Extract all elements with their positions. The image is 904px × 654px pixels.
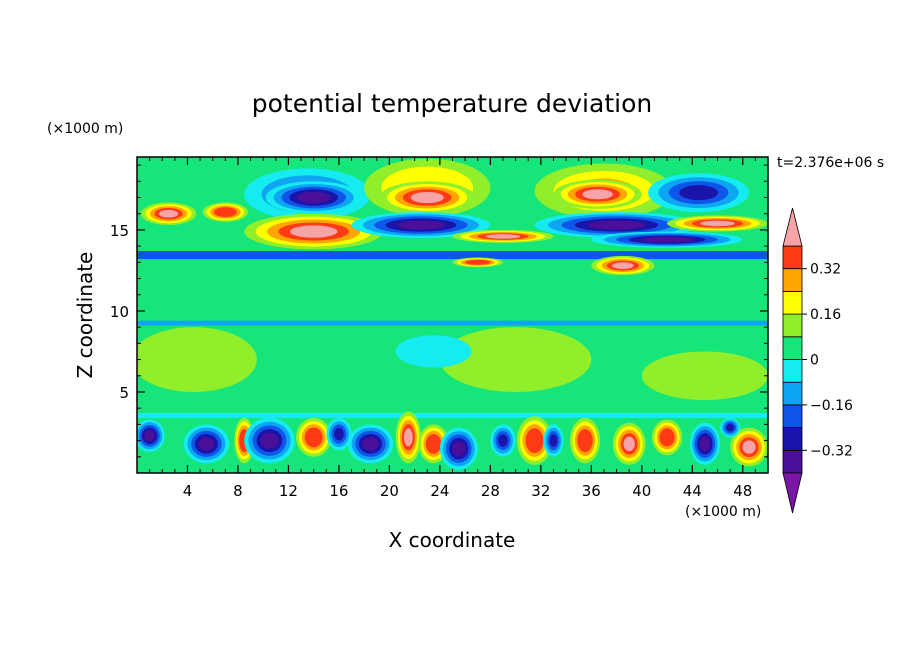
contour-blob [490,424,516,457]
colorbar-segment [782,268,803,292]
x-tick-label: 4 [183,482,193,500]
x-axis-label: X coordinate [389,528,516,552]
contour-blob [351,212,491,239]
contour-blob [265,181,362,214]
x-tick-label: 20 [380,482,399,500]
y-tick-label: 10 [110,303,129,321]
contour-blob [648,173,750,213]
colorbar-tick-label: 0.16 [810,307,841,323]
contour-blob [296,417,332,457]
x-tick-label: 36 [582,482,601,500]
chart-title: potential temperature deviation [252,89,652,118]
contour-blob [379,181,476,214]
colorbar-tick-label: −0.32 [810,443,853,459]
contour-blob [395,411,421,464]
contour-band [137,320,768,326]
x-axis-ticks: 4 8 12 16 20 24 28 32 36 40 44 48 [149,157,756,500]
contour-blob [326,417,352,451]
contour-band [137,260,768,269]
colorbar-segment [782,427,803,451]
x-tick-label: 12 [279,482,298,500]
colorbar-bottom-arrow [782,472,803,514]
x-unit-label: (×1000 m) [685,504,761,520]
x-tick-label: 40 [632,482,651,500]
contour-blob [452,257,503,268]
x-tick-label: 8 [233,482,243,500]
colorbar-tick-label: −0.16 [810,398,853,414]
contour-blobs [137,158,768,470]
contour-blob [641,351,768,401]
y-tick-label: 15 [110,222,129,240]
colorbar-segment [782,404,803,428]
contour-blob [591,255,655,276]
contour-blob [720,417,741,438]
contour-blob [534,212,699,239]
colorbar-segment [782,449,803,474]
contour-blob [667,215,768,232]
contour-blob [730,427,768,467]
contour-blob [347,424,394,464]
x-tick-label: 32 [531,482,550,500]
contour-blob [591,231,743,248]
contour-blob [689,422,721,465]
colorbar-top-arrow [782,207,803,247]
contour-blob [183,424,230,464]
contour-blob [395,335,472,368]
plot-area [137,157,768,473]
contour-blob [612,422,646,465]
contour-blob [439,427,478,470]
colorbar-segment [782,290,803,315]
colorbar-segment [782,381,803,406]
x-tick-label: 16 [329,482,348,500]
contour-blob [418,424,449,464]
y-unit-label: (×1000 m) [47,121,123,137]
colorbar-tick-label: 0 [810,353,819,369]
contour-blob [137,419,165,452]
contour-blob [140,202,197,226]
colorbar-segment [782,313,803,338]
contour-blob [452,229,554,243]
contour-blob [244,213,384,250]
contour-blob [651,419,683,456]
colorbar-tick-label: 0.32 [810,262,841,278]
y-tick-label: 5 [119,384,129,402]
contour-band [137,250,768,260]
colorbar: 0.32 0.16 0 −0.16 −0.32 [782,207,853,514]
x-tick-label: 44 [683,482,702,500]
colorbar-segment [782,245,803,270]
contour-blob [543,424,564,457]
colorbar-segment [782,336,803,360]
contour-bands [137,250,768,418]
contour-blob [202,202,249,222]
y-axis-label: Z coordinate [73,252,97,379]
colorbar-segment [782,359,803,383]
contour-band [137,413,768,418]
y-axis-ticks: 5 10 15 [110,164,768,458]
time-label: t=2.376e+06 s [777,155,884,171]
contour-blob [439,327,592,392]
contour-blob [569,417,601,464]
contour-blob [137,327,257,392]
x-tick-label: 48 [733,482,752,500]
x-tick-label: 24 [430,482,449,500]
contour-blob [516,416,553,465]
contour-blob [244,417,295,464]
contour-blob [553,179,642,209]
x-tick-label: 28 [481,482,500,500]
